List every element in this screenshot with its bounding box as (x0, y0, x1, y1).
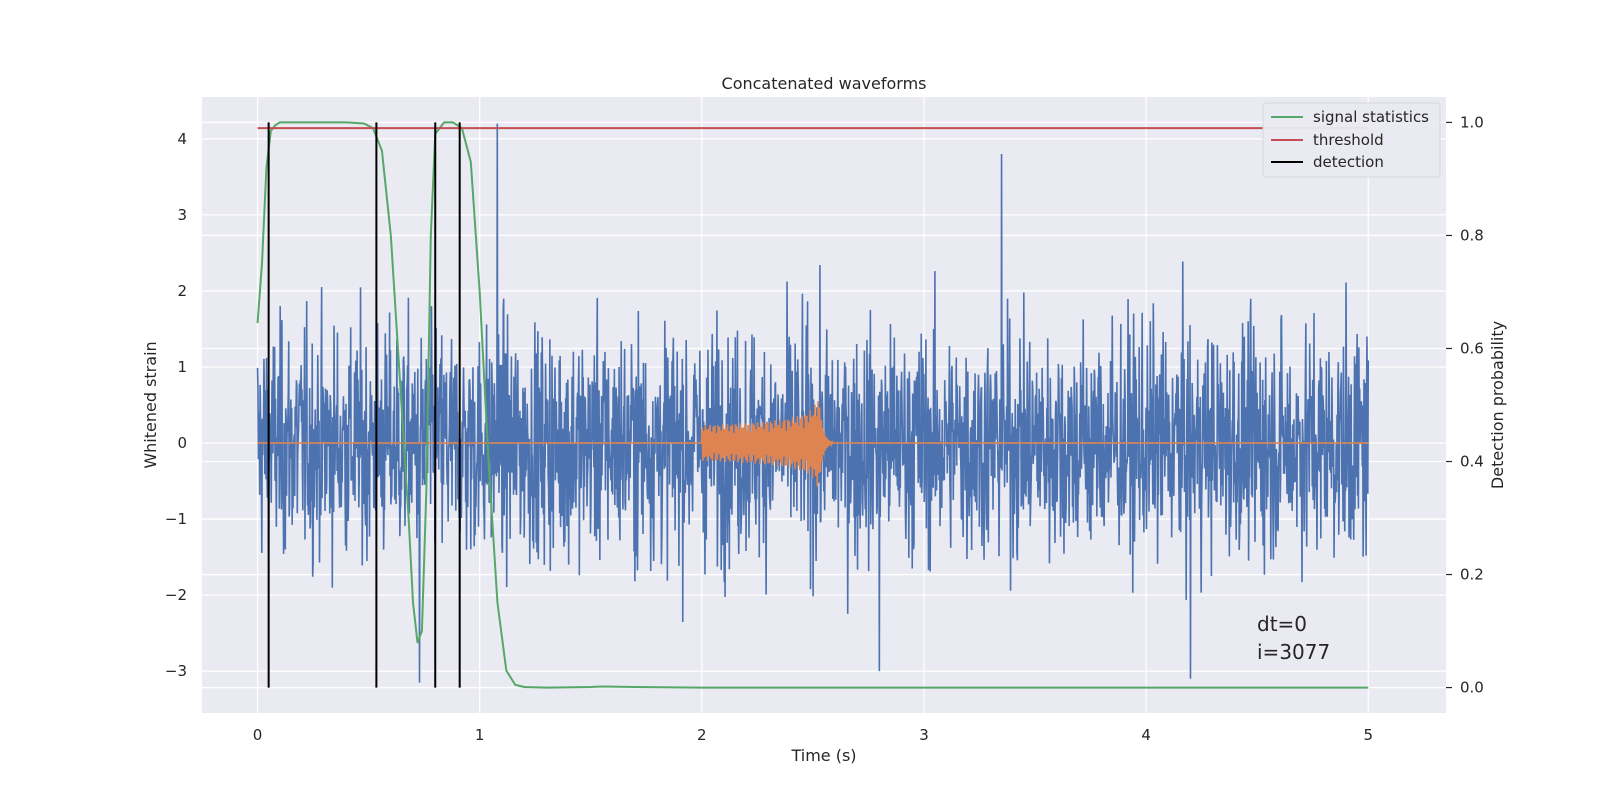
strain-series (256, 123, 1370, 683)
right-y-tick-label: 0.4 (1460, 453, 1484, 471)
left-y-tick-label: −3 (165, 662, 187, 680)
x-tick-label: 1 (475, 726, 485, 744)
signal-statistics-line (256, 121, 1369, 689)
chart-title: Concatenated waveforms (722, 74, 927, 93)
left-y-tick-label: −1 (165, 510, 187, 528)
x-axis-label: Time (s) (790, 746, 856, 765)
right-y-tick-label: 0.2 (1460, 566, 1484, 584)
legend-label-threshold: threshold (1313, 131, 1384, 149)
right-y-tick-label: 1.0 (1460, 113, 1484, 131)
left-y-axis-ticks: −3 −2 −1 0 1 2 3 4 (165, 130, 187, 680)
x-tick-label: 4 (1141, 726, 1151, 744)
annotation-dt: dt=0 (1257, 612, 1307, 636)
injected-signal-line (257, 401, 1369, 487)
legend: signal statistics threshold detection (1262, 102, 1441, 178)
injected-signal (257, 401, 1369, 487)
x-tick-label: 3 (919, 726, 929, 744)
left-y-tick-label: −2 (165, 586, 187, 604)
right-y-axis-label: Detection probability (1488, 321, 1507, 489)
signal-statistics-series (256, 121, 1369, 689)
x-tick-label: 0 (253, 726, 263, 744)
legend-label-detection: detection (1313, 153, 1384, 171)
left-y-tick-label: 4 (177, 130, 187, 148)
legend-label-signal-statistics: signal statistics (1313, 108, 1429, 126)
right-y-tick-label: 0.6 (1460, 339, 1484, 357)
left-y-tick-label: 0 (177, 434, 187, 452)
x-tick-label: 5 (1363, 726, 1373, 744)
left-y-tick-label: 1 (177, 358, 187, 376)
right-y-axis-ticks: 0.0 0.2 0.4 0.6 0.8 1.0 (1446, 113, 1484, 697)
x-axis-ticks: 0 1 2 3 4 5 (253, 726, 1373, 744)
strain-line (256, 123, 1370, 683)
left-y-tick-label: 2 (177, 282, 187, 300)
x-tick-label: 2 (697, 726, 707, 744)
right-y-tick-label: 0.8 (1460, 226, 1484, 244)
right-y-tick-label: 0.0 (1460, 679, 1484, 697)
legend-box (1262, 102, 1441, 178)
annotation-index: i=3077 (1257, 640, 1330, 664)
left-y-axis-label: Whitened strain (141, 341, 160, 468)
detection-lines (267, 122, 461, 688)
left-y-tick-label: 3 (177, 206, 187, 224)
